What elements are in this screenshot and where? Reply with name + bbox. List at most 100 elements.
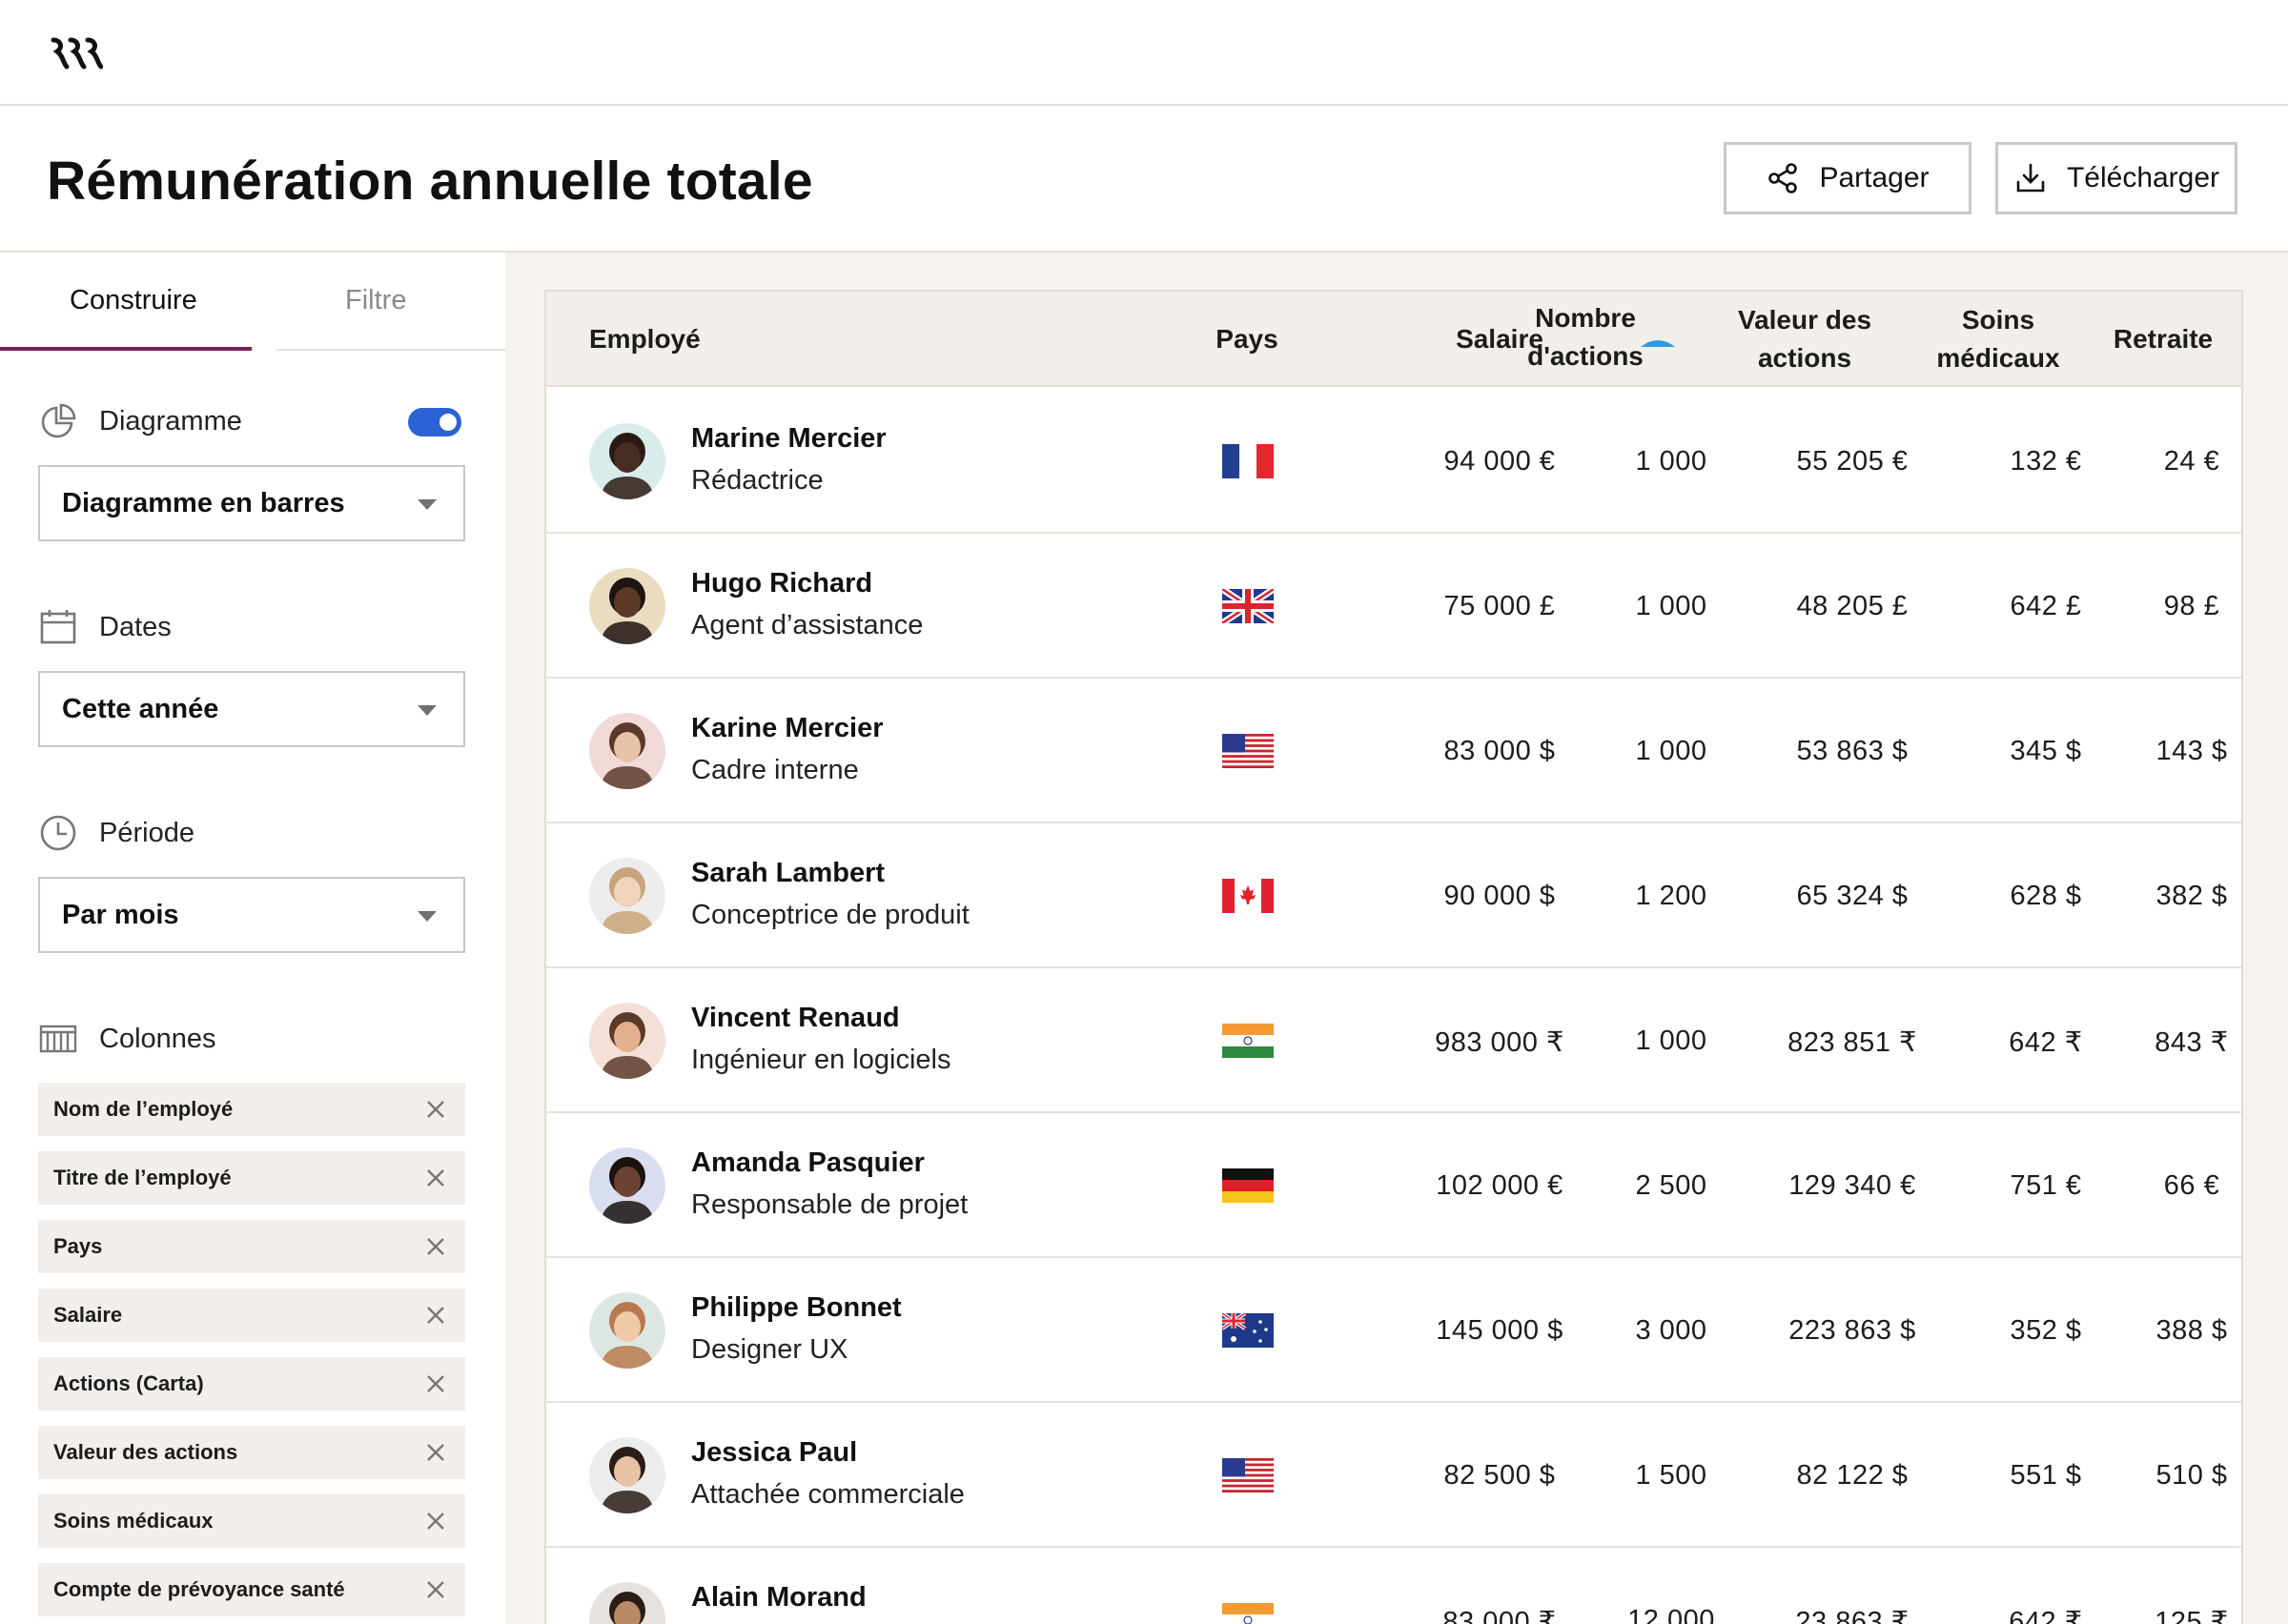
avatar [589,1003,665,1079]
table-row[interactable]: Karine Mercier Cadre interne 83 000 $ 1 000… [546,679,2241,823]
calendar-icon [40,610,76,644]
employee-name[interactable]: Marine Mercier [691,423,887,454]
column-chip-label: Valeur des actions [53,1440,238,1464]
share-value-cell: 53 863 $ [1796,736,1909,766]
header-shares-line2: d'actions [1527,341,1644,371]
header-share-value[interactable]: Valeur des actions [1719,301,1890,377]
close-icon[interactable] [425,1579,446,1600]
shares-cell: 3 000 [1635,1315,1707,1346]
header-salary[interactable]: Salaire [1456,324,1543,354]
dates-label: Dates [99,611,172,642]
employee-title: Cadre interne [691,755,859,785]
table-header: Employé Pays Salaire Nombre d'actions Va… [546,292,2241,387]
salary-cell: 75 000 £ [1443,591,1556,621]
table-row[interactable]: Sarah Lambert Conceptrice de produit 90 00… [546,823,2241,968]
dates-select[interactable]: Cette année [38,671,465,747]
medical-cell: 642 £ [2010,591,2082,621]
tab-divider [276,349,505,351]
header-value-line1: Valeur des [1737,305,1872,335]
sidebar: Construire Filtre Diagramme Diagramme en… [0,253,505,1624]
chart-section-label: Diagramme [38,401,242,441]
employee-name[interactable]: Hugo Richard [691,568,873,599]
medical-cell: 352 $ [2010,1315,2082,1346]
close-icon[interactable] [425,1167,446,1188]
header-shares[interactable]: Nombre d'actions [1500,299,1671,376]
header-employee[interactable]: Employé [589,324,701,354]
close-icon[interactable] [425,1305,446,1326]
top-bar [0,0,2288,106]
sort-indicator-icon[interactable] [1639,337,1677,349]
download-button[interactable]: Télécharger [1995,142,2237,214]
medical-cell: 628 $ [2010,881,2082,911]
employee-name[interactable]: Vincent Renaud [691,1003,900,1033]
shares-cell: 1 000 [1635,591,1707,621]
page-header: Rémunération annuelle totale Partager Té… [0,106,2288,253]
employee-name[interactable]: Philippe Bonnet [691,1292,902,1323]
employee-name[interactable]: Amanda Pasquier [691,1147,925,1178]
column-chip: Salaire [38,1289,465,1342]
share-value-cell: 23 863 ₹ [1795,1607,1910,1624]
column-chip-label: Compte de prévoyance santé [53,1577,345,1601]
retirement-cell: 382 $ [2155,881,2228,911]
avatar [589,568,665,644]
column-chip: Pays [38,1220,465,1273]
header-value-line2: actions [1757,343,1852,373]
table-row[interactable]: Marine Mercier Rédactrice 94 000 € 1 000 55 … [546,389,2241,534]
employee-title: Ingénieur en logiciels [691,1045,951,1075]
usa-flag [1222,1458,1274,1492]
tab-construire[interactable]: Construire [70,285,197,315]
retirement-cell: 66 € [2163,1170,2220,1201]
close-icon[interactable] [425,1236,446,1257]
close-icon[interactable] [425,1442,446,1463]
rippling-logo-icon[interactable] [50,36,103,71]
close-icon[interactable] [425,1099,446,1120]
tab-filtre[interactable]: Filtre [345,285,407,315]
shares-cell: 1 000 [1635,736,1707,766]
active-tab-indicator [0,347,252,351]
report-content: Employé Pays Salaire Nombre d'actions Va… [505,253,2288,1624]
header-retirement[interactable]: Retraite [2113,324,2214,354]
table-row[interactable]: Amanda Pasquier Responsable de projet 102 … [546,1113,2241,1258]
table-row[interactable]: Vincent Renaud Ingénieur en logiciels 983 … [546,968,2241,1113]
retirement-cell: 125 ₹ [2155,1607,2229,1624]
employee-name[interactable]: Jessica Paul [691,1437,858,1468]
compensation-table: Employé Pays Salaire Nombre d'actions Va… [544,290,2243,1624]
chart-type-select[interactable]: Diagramme en barres [38,465,465,541]
download-label: Télécharger [2066,162,2220,193]
shares-cell: 12 000 [1627,1605,1715,1624]
close-icon[interactable] [425,1511,446,1532]
column-chip: Soins médicaux [38,1494,465,1548]
retirement-cell: 843 ₹ [2155,1027,2229,1058]
salary-cell: 83 000 $ [1443,736,1556,766]
shares-cell: 1 500 [1635,1460,1707,1491]
header-country[interactable]: Pays [1216,324,1278,354]
dates-section-label: Dates [38,607,172,647]
salary-cell: 102 000 € [1436,1170,1563,1201]
header-medical[interactable]: Soins médicaux [1912,301,2084,377]
chart-toggle[interactable] [408,408,461,436]
close-icon[interactable] [425,1373,446,1394]
share-value-cell: 82 122 $ [1796,1460,1909,1491]
share-button[interactable]: Partager [1724,142,1971,214]
shares-cell: 2 500 [1635,1170,1707,1201]
column-chip: Nom de l’employé [38,1083,465,1136]
retirement-cell: 143 $ [2155,736,2228,766]
employee-name[interactable]: Alain Morand [691,1582,867,1613]
employee-name[interactable]: Sarah Lambert [691,858,886,888]
share-value-cell: 823 851 ₹ [1788,1027,1917,1058]
retirement-cell: 98 £ [2163,591,2220,621]
toggle-knob [439,414,457,431]
share-icon [1768,163,1798,193]
table-row[interactable]: Alain Morand 83 000 ₹ 12 000 23 863 ₹ 642 ₹ 1… [546,1548,2241,1624]
employee-name[interactable]: Karine Mercier [691,713,884,743]
period-select[interactable]: Par mois [38,877,465,953]
medical-cell: 642 ₹ [2009,1027,2083,1058]
salary-cell: 82 500 $ [1443,1460,1556,1491]
avatar [589,713,665,789]
table-row[interactable]: Philippe Bonnet Designer UX 145 000 $ 3 000… [546,1258,2241,1403]
dates-value: Cette année [62,693,219,724]
table-row[interactable]: Jessica Paul Attachée commerciale 82 500 $… [546,1403,2241,1548]
chevron-down-icon [418,705,437,716]
table-row[interactable]: Hugo Richard Agent d’assistance 75 000 £ 1 … [546,534,2241,679]
retirement-cell: 510 $ [2155,1460,2228,1491]
